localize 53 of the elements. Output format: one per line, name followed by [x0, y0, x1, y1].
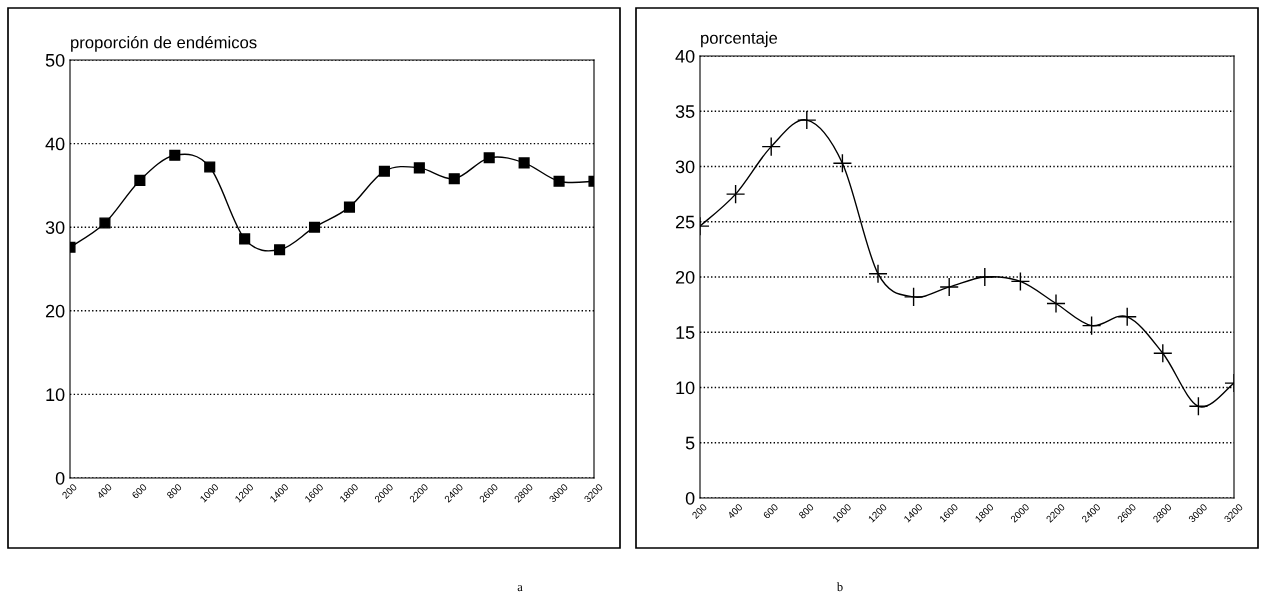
point [99, 217, 111, 229]
chart-title: proporción de endémicos [71, 35, 257, 52]
x-tick-label: 600 [762, 503, 779, 520]
point [274, 244, 286, 256]
point [169, 149, 181, 161]
point [308, 221, 321, 233]
y-tick-label: 35 [675, 105, 695, 118]
point [761, 136, 781, 157]
y-tick-label: 0 [55, 471, 65, 485]
point [239, 233, 251, 245]
point [939, 277, 959, 297]
y-tick-label: 20 [675, 270, 695, 284]
y-tick-label: 50 [45, 53, 65, 67]
y-tick-label: 10 [46, 388, 65, 402]
point [1188, 396, 1209, 417]
point [725, 184, 746, 204]
point [832, 153, 853, 173]
point [1081, 315, 1102, 336]
text: b [836, 582, 843, 592]
point [518, 157, 530, 169]
point [1010, 271, 1031, 292]
x-tick-label: 600 [131, 483, 148, 500]
chart-title: porcentaje [701, 31, 778, 48]
x-tick-label: 400 [727, 503, 743, 520]
text: a [517, 585, 523, 592]
point [868, 263, 888, 284]
point [413, 162, 425, 174]
point [903, 287, 924, 307]
point [1046, 293, 1066, 314]
point [448, 173, 460, 185]
y-tick-label: 30 [675, 160, 695, 174]
point [378, 165, 390, 177]
y-tick-label: 0 [685, 491, 695, 505]
y-tick-label: 25 [675, 215, 695, 229]
point [204, 161, 216, 173]
point [134, 174, 146, 186]
x-tick-label: 800 [798, 503, 815, 520]
y-tick-label: 40 [45, 137, 65, 151]
point [797, 110, 817, 130]
point [975, 267, 995, 287]
point [1117, 307, 1137, 327]
point [1153, 343, 1173, 363]
point [483, 152, 495, 164]
y-tick-label: 10 [676, 381, 695, 395]
y-tick-label: 5 [685, 436, 695, 450]
y-tick-label: 20 [45, 304, 65, 318]
point [553, 175, 565, 187]
point [343, 201, 356, 213]
y-tick-label: 15 [676, 326, 695, 339]
y-tick-label: 30 [45, 221, 65, 234]
x-tick-label: 800 [166, 483, 183, 500]
x-tick-label: 400 [96, 483, 113, 500]
y-tick-label: 40 [675, 49, 695, 63]
